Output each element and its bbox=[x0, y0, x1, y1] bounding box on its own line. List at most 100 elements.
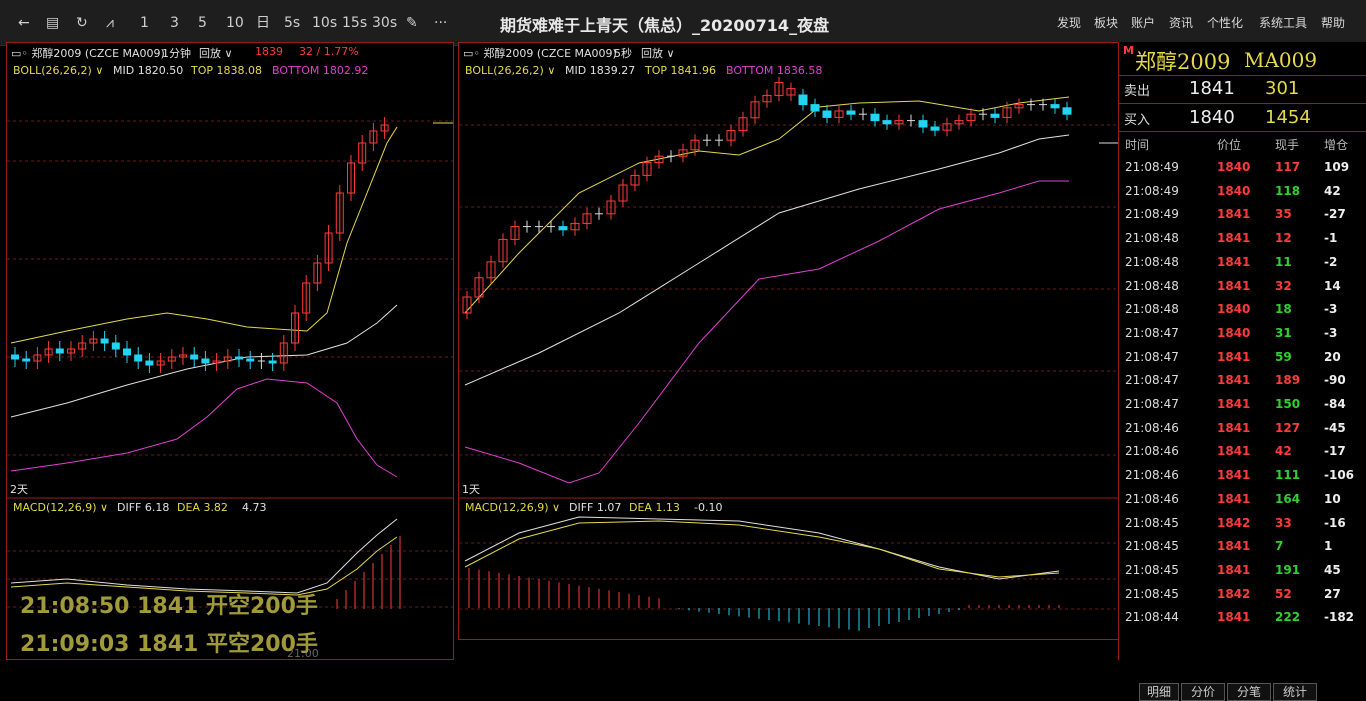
more-icon[interactable]: ··· bbox=[434, 15, 448, 31]
tick-time: 21:08:49 bbox=[1125, 183, 1179, 198]
trade-note-1: 21:08:50 1841 开空200手 bbox=[20, 594, 318, 619]
right-period[interactable]: 5秒 bbox=[614, 47, 632, 60]
buy-price: 1840 bbox=[1189, 107, 1235, 128]
candle-body bbox=[738, 117, 748, 132]
period-10-button[interactable]: 10 bbox=[226, 15, 244, 31]
left-macd-value: 4.73 bbox=[242, 501, 267, 514]
list-icon[interactable]: ▤ bbox=[46, 15, 60, 31]
candle-body bbox=[145, 360, 154, 366]
left-macd-label[interactable]: MACD(12,26,9) ∨ bbox=[13, 501, 109, 514]
left-boll-mid: MID 1820.50 bbox=[113, 64, 184, 77]
left-chart-panel[interactable]: ▭◦ 郑醇2009 (CZCE MA009) 1分钟 回放 ∨ 1839 32 … bbox=[6, 42, 454, 660]
tick-row[interactable]: 21:08:47 1841 189 -90 bbox=[1119, 369, 1366, 393]
tab-price-distribution[interactable]: 分价 bbox=[1181, 683, 1225, 701]
right-chart-panel[interactable]: ▭◦ 郑醇2009 (CZCE MA009) 5秒 回放 ∨ BOLL(26,2… bbox=[458, 42, 1120, 640]
tick-row[interactable]: 21:08:49 1840 117 109 bbox=[1119, 156, 1366, 180]
tick-row[interactable]: 21:08:45 1841 7 1 bbox=[1119, 535, 1366, 559]
candle-body bbox=[966, 113, 976, 122]
tick-row[interactable]: 21:08:48 1841 32 14 bbox=[1119, 275, 1366, 299]
left-boll-label[interactable]: BOLL(26,26,2) ∨ bbox=[13, 64, 104, 77]
tick-oi-change: -3 bbox=[1324, 302, 1338, 317]
menu-system-tools[interactable]: 系统工具 bbox=[1259, 16, 1308, 30]
candle-body bbox=[347, 162, 355, 194]
tick-row[interactable]: 21:08:45 1841 191 45 bbox=[1119, 559, 1366, 583]
tick-row[interactable]: 21:08:47 1840 31 -3 bbox=[1119, 322, 1366, 346]
tick-price: 1841 bbox=[1217, 207, 1251, 222]
candle-body bbox=[335, 192, 344, 234]
tab-statistics[interactable]: 统计 bbox=[1273, 683, 1317, 701]
period-3-button[interactable]: 3 bbox=[170, 15, 179, 31]
tick-row[interactable]: 21:08:45 1842 52 27 bbox=[1119, 583, 1366, 607]
left-replay[interactable]: 回放 ∨ bbox=[199, 47, 233, 60]
tick-row[interactable]: 21:08:47 1841 59 20 bbox=[1119, 346, 1366, 370]
tick-volume: 31 bbox=[1275, 325, 1292, 340]
tick-row[interactable]: 21:08:49 1841 35 -27 bbox=[1119, 203, 1366, 227]
period-1-button[interactable]: 1 bbox=[140, 15, 149, 31]
candle-body bbox=[462, 296, 472, 314]
period-10s-button[interactable]: 10s bbox=[312, 15, 338, 31]
period-5-button[interactable]: 5 bbox=[198, 15, 207, 31]
tick-time: 21:08:44 bbox=[1125, 610, 1179, 625]
boll-mid-line bbox=[464, 134, 1070, 386]
tab-ticks[interactable]: 分笔 bbox=[1227, 683, 1271, 701]
menu-sector[interactable]: 板块 bbox=[1094, 16, 1119, 30]
candle-body bbox=[235, 356, 243, 360]
candle-body bbox=[630, 174, 640, 186]
period-5s-button[interactable]: 5s bbox=[284, 15, 301, 31]
candle-body bbox=[1014, 104, 1024, 109]
window-title: 期货难难于上青天（焦总）_20200714_夜盘 bbox=[500, 16, 830, 35]
period-30s-button[interactable]: 30s bbox=[372, 15, 398, 31]
tick-row[interactable]: 21:08:47 1841 150 -84 bbox=[1119, 393, 1366, 417]
draw-icon[interactable]: ✎ bbox=[406, 15, 418, 31]
period-day-button[interactable]: 日 bbox=[256, 15, 270, 31]
tick-oi-change: -3 bbox=[1324, 325, 1338, 340]
tick-row[interactable]: 21:08:49 1840 118 42 bbox=[1119, 180, 1366, 204]
chart-icon[interactable]: ⩘ bbox=[106, 15, 114, 31]
right-symbol[interactable]: ▭◦ 郑醇2009 (CZCE MA009) bbox=[463, 47, 617, 60]
tick-volume: 52 bbox=[1275, 586, 1292, 601]
candle-body bbox=[111, 342, 120, 350]
tick-price: 1842 bbox=[1217, 586, 1251, 601]
tab-detail[interactable]: 明细 bbox=[1139, 683, 1179, 701]
tick-time: 21:08:46 bbox=[1125, 420, 1179, 435]
tick-row[interactable]: 21:08:46 1841 42 -17 bbox=[1119, 440, 1366, 464]
tick-row[interactable]: 21:08:48 1841 12 -1 bbox=[1119, 227, 1366, 251]
tick-oi-change: -182 bbox=[1324, 610, 1355, 625]
candle-body bbox=[834, 110, 844, 118]
tick-row[interactable]: 21:08:48 1841 11 -2 bbox=[1119, 251, 1366, 275]
right-replay[interactable]: 回放 ∨ bbox=[641, 47, 675, 60]
refresh-icon[interactable]: ↻ bbox=[76, 15, 88, 31]
tick-price: 1841 bbox=[1217, 610, 1251, 625]
left-candlestick-chart[interactable] bbox=[7, 43, 453, 659]
tick-oi-change: 10 bbox=[1324, 491, 1341, 506]
tick-price: 1841 bbox=[1217, 373, 1251, 388]
back-icon[interactable]: ← bbox=[18, 15, 30, 31]
tick-row[interactable]: 21:08:46 1841 111 -106 bbox=[1119, 464, 1366, 488]
left-change: 32 / 1.77% bbox=[299, 45, 359, 58]
period-15s-button[interactable]: 15s bbox=[342, 15, 368, 31]
tick-time: 21:08:47 bbox=[1125, 373, 1179, 388]
candle-body bbox=[618, 184, 628, 202]
menu-discover[interactable]: 发现 bbox=[1057, 16, 1082, 30]
tick-row[interactable]: 21:08:46 1841 127 -45 bbox=[1119, 417, 1366, 441]
tick-oi-change: -17 bbox=[1324, 444, 1346, 459]
tick-volume: 33 bbox=[1275, 515, 1292, 530]
candle-body bbox=[786, 88, 796, 96]
tick-row[interactable]: 21:08:46 1841 164 10 bbox=[1119, 488, 1366, 512]
left-symbol[interactable]: ▭◦ 郑醇2009 (CZCE MA009) bbox=[11, 47, 165, 60]
tick-row[interactable]: 21:08:44 1841 222 -182 bbox=[1119, 606, 1366, 630]
left-period[interactable]: 1分钟 bbox=[162, 47, 191, 60]
right-macd-label[interactable]: MACD(12,26,9) ∨ bbox=[465, 501, 561, 514]
menu-help[interactable]: 帮助 bbox=[1321, 16, 1346, 30]
tick-row[interactable]: 21:08:45 1842 33 -16 bbox=[1119, 512, 1366, 536]
menu-news[interactable]: 资讯 bbox=[1169, 16, 1194, 30]
tick-price: 1840 bbox=[1217, 183, 1251, 198]
tick-time: 21:08:45 bbox=[1125, 586, 1179, 601]
menu-account[interactable]: 账户 bbox=[1131, 16, 1156, 30]
right-candlestick-chart[interactable] bbox=[459, 43, 1119, 639]
tick-row[interactable]: 21:08:48 1840 18 -3 bbox=[1119, 298, 1366, 322]
right-boll-label[interactable]: BOLL(26,26,2) ∨ bbox=[465, 64, 556, 77]
trade-note-2: 21:09:03 1841 平空200手 bbox=[20, 632, 318, 657]
menu-personalize[interactable]: 个性化 bbox=[1207, 16, 1244, 30]
tick-oi-change: -106 bbox=[1324, 468, 1355, 483]
